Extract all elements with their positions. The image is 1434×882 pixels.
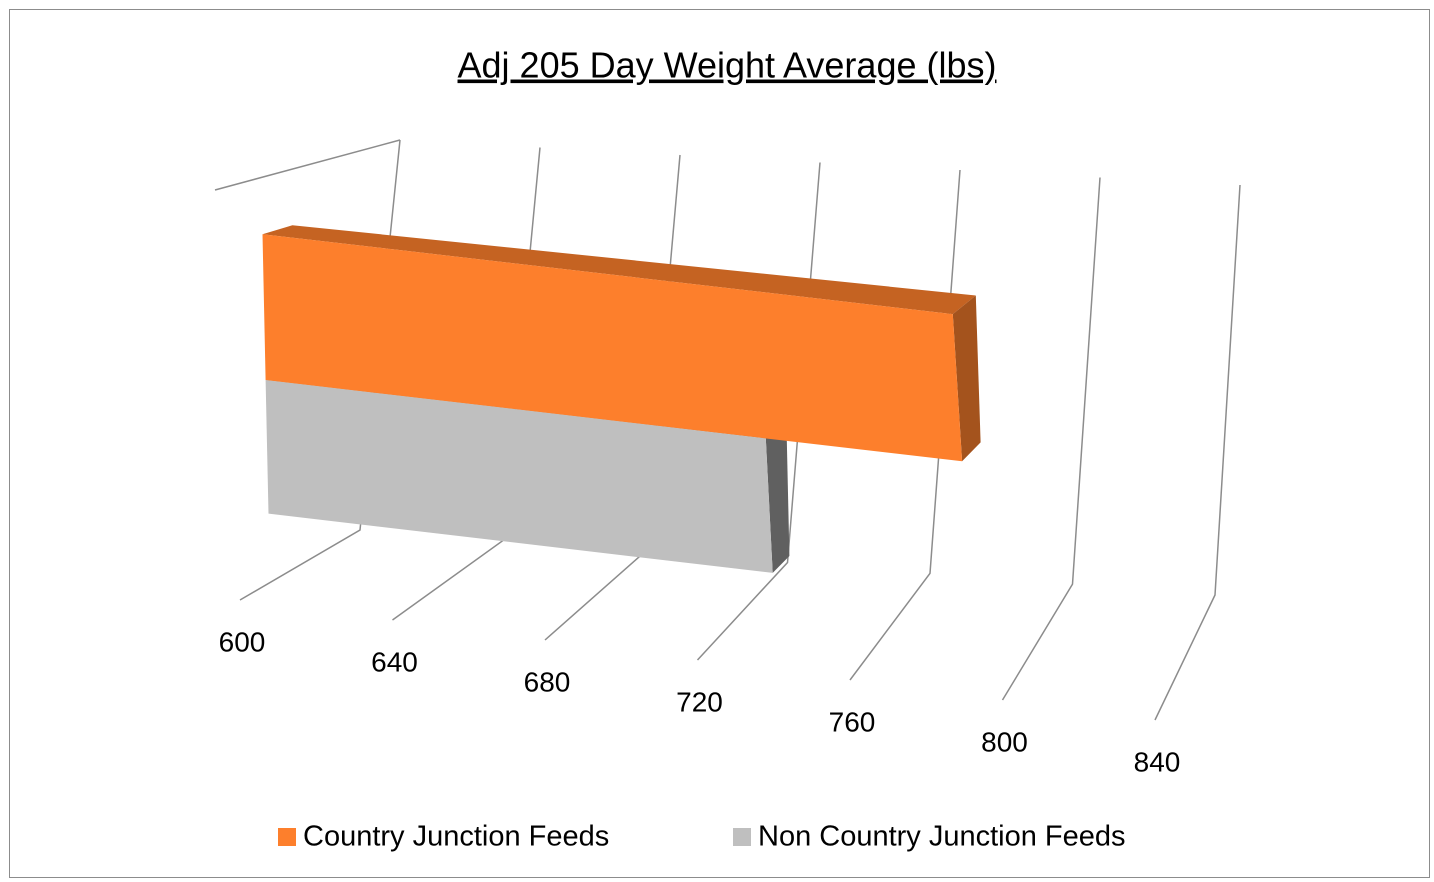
bar-top: [262, 225, 976, 315]
wall-edge: [214, 139, 401, 191]
legend-label: Non Country Junction Feeds: [758, 821, 1126, 853]
x-tick-label: 760: [829, 706, 876, 737]
x-tick-label: 680: [524, 666, 571, 697]
grid-line: [1001, 177, 1101, 701]
bar-front: [262, 234, 963, 462]
bar-front: [265, 380, 773, 573]
grid-line: [1154, 184, 1241, 721]
legend-label: Country Junction Feeds: [303, 821, 609, 853]
x-tick-label: 800: [981, 726, 1028, 757]
bar-end: [765, 421, 790, 573]
bar: [262, 225, 981, 462]
chart-title: Adj 205 Day Weight Average (lbs): [458, 45, 997, 86]
x-tick-label: 600: [219, 626, 266, 657]
x-tick-label: 720: [676, 686, 723, 717]
x-tick-label: 640: [371, 646, 418, 677]
legend-swatch: [733, 828, 751, 846]
legend-swatch: [278, 828, 296, 846]
bar-end: [952, 295, 981, 462]
x-tick-label: 840: [1134, 746, 1181, 777]
